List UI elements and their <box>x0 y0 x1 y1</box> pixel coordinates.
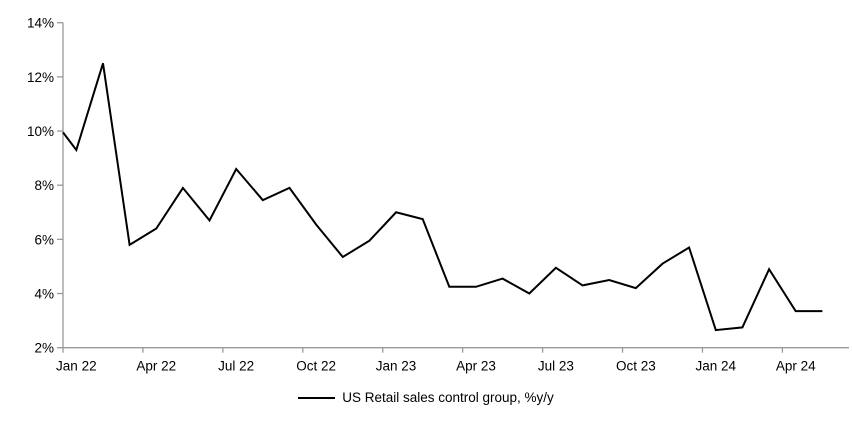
y-tick-label: 12% <box>27 70 54 85</box>
y-tick-label: 10% <box>27 124 54 139</box>
axes <box>57 22 849 353</box>
x-tick-label: Jan 22 <box>56 359 97 374</box>
plot-area: 2% 4% 6% 8% 10% 12% 14% Jan 22 Apr 22 Jul 22 Oct … <box>27 16 849 374</box>
y-tick-label: 4% <box>34 287 54 302</box>
x-tick-label: Apr 24 <box>776 359 816 374</box>
y-axis-labels: 2% 4% 6% 8% 10% 12% 14% <box>27 16 54 356</box>
y-tick-label: 14% <box>27 16 54 31</box>
y-tick-label: 8% <box>34 178 54 193</box>
legend: US Retail sales control group, %y/y <box>0 390 852 405</box>
x-tick-label: Oct 22 <box>296 359 336 374</box>
series-group <box>62 63 823 332</box>
y-tick-label: 6% <box>34 232 54 247</box>
y-tick-label: 2% <box>34 341 54 356</box>
x-axis-labels: Jan 22 Apr 22 Jul 22 Oct 22 Jan 23 Apr 23 Jul … <box>56 359 816 374</box>
x-tick-label: Jul 23 <box>538 359 574 374</box>
legend-line-sample <box>298 396 336 399</box>
x-tick-label: Jan 24 <box>696 359 737 374</box>
x-tick-label: Jan 23 <box>376 359 417 374</box>
x-tick-label: Apr 22 <box>136 359 176 374</box>
legend-label: US Retail sales control group, %y/y <box>342 390 554 405</box>
x-tick-label: Apr 23 <box>456 359 496 374</box>
x-tick-label: Oct 23 <box>616 359 656 374</box>
series-line <box>62 63 823 332</box>
x-tick-label: Jul 22 <box>218 359 254 374</box>
